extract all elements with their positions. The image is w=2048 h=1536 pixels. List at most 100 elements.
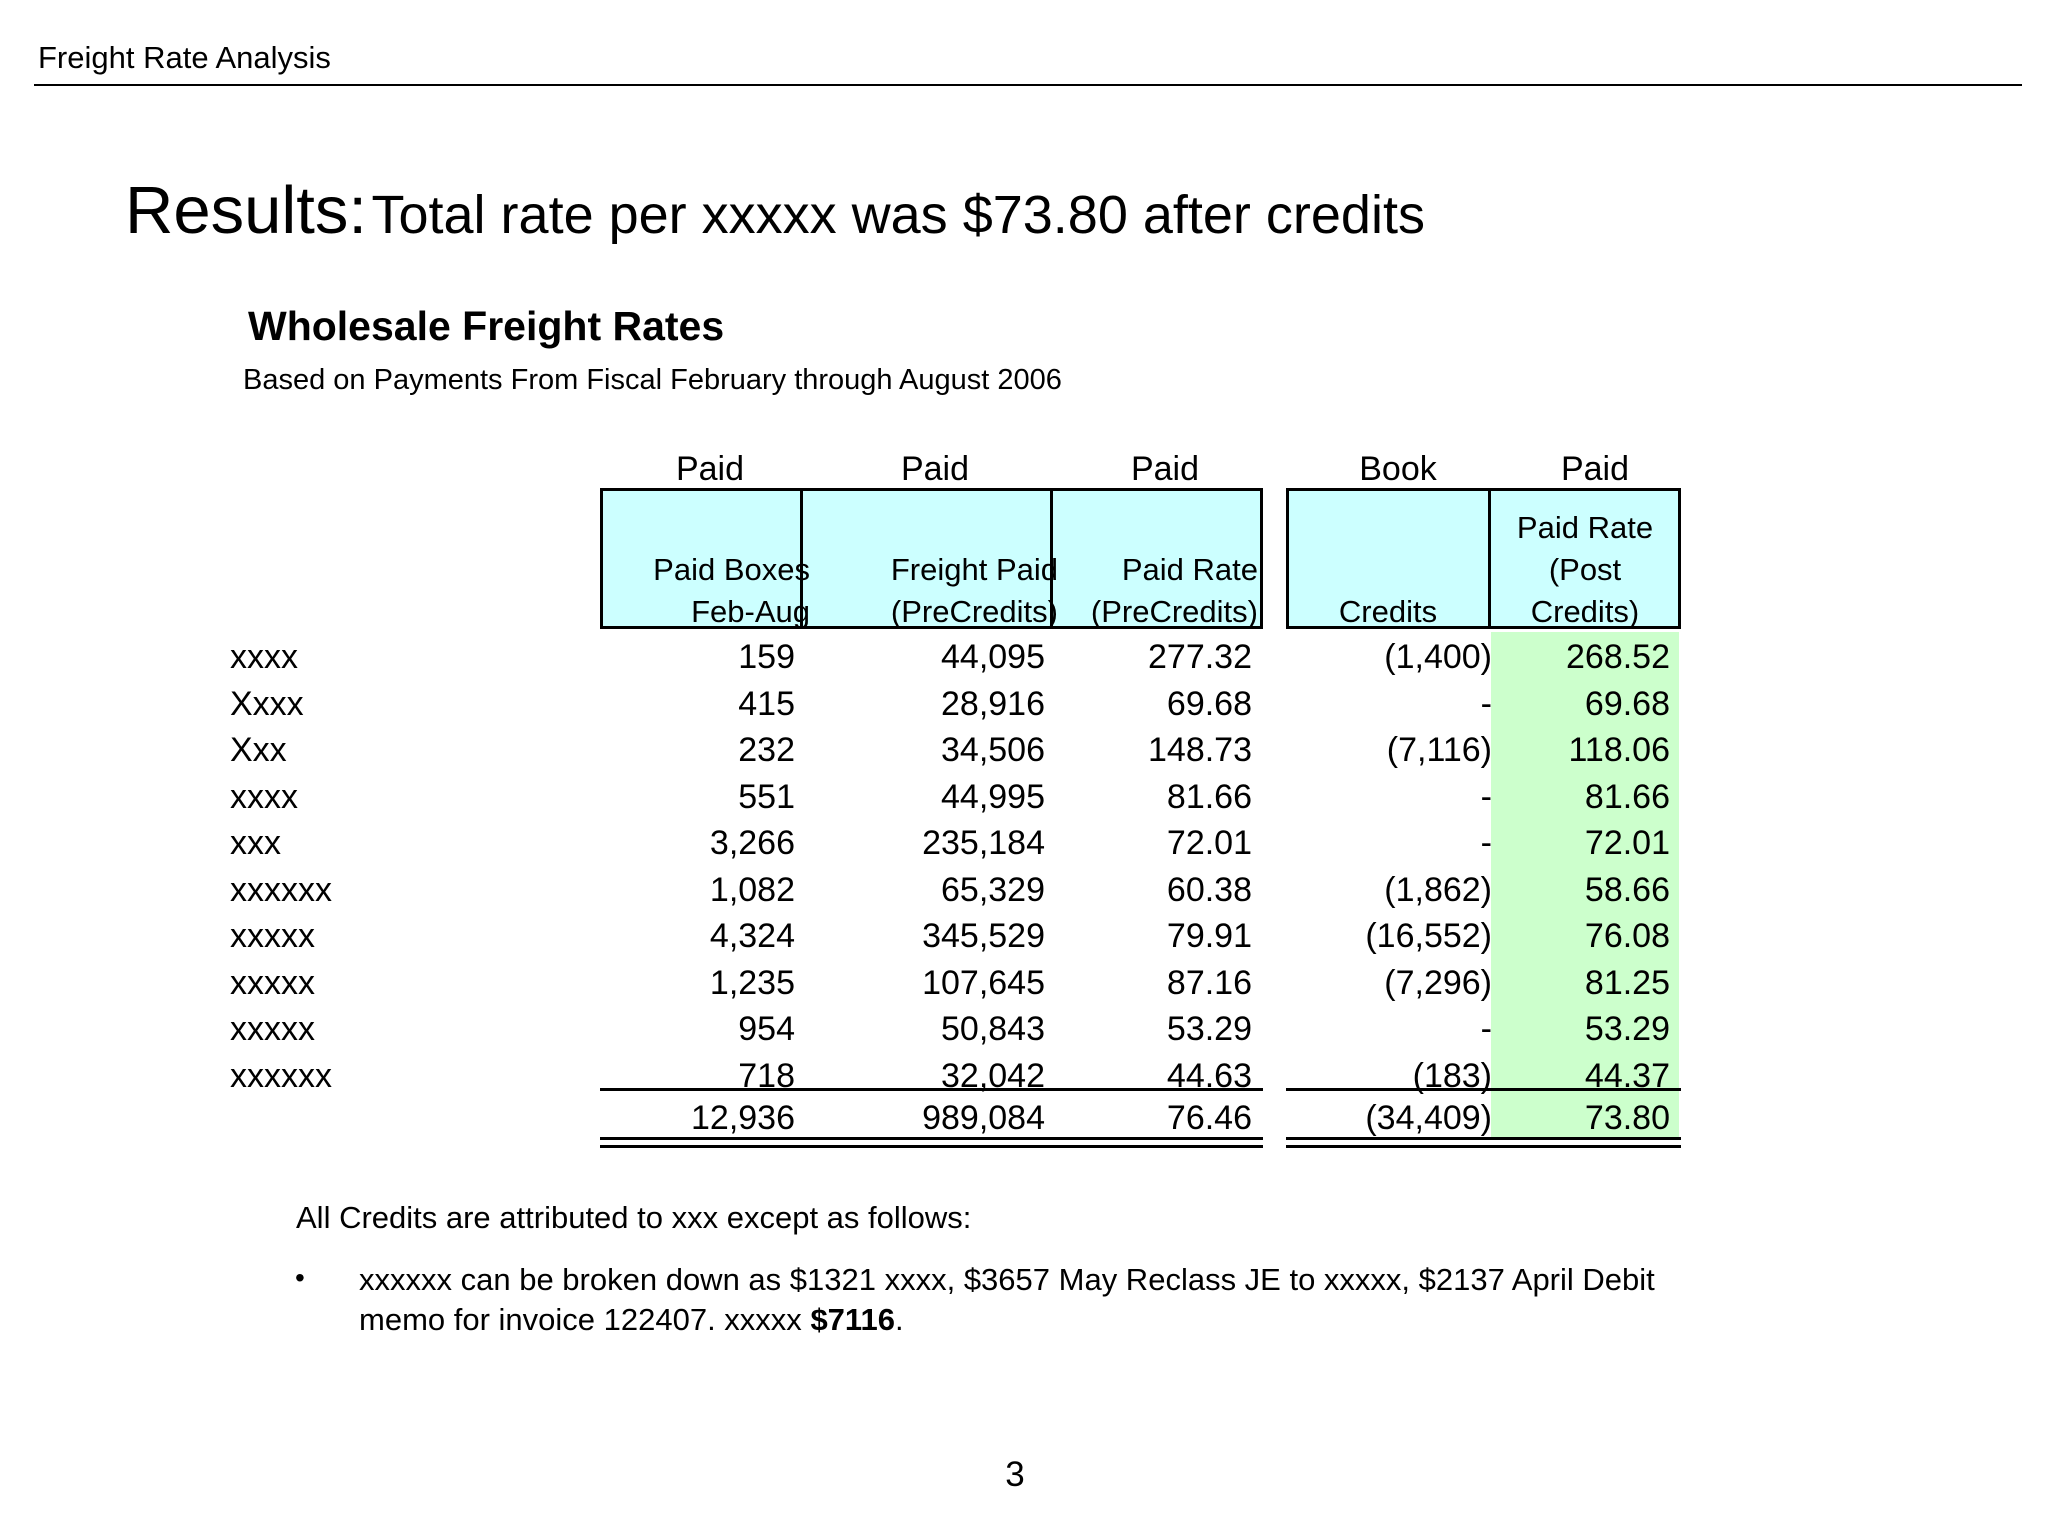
- cell-boxes: 3,266: [709, 824, 795, 862]
- cell-boxes: 415: [738, 684, 795, 723]
- headline-lead: Results:: [125, 173, 368, 248]
- row-label: xxxxxx: [230, 870, 332, 909]
- cell-boxes: 232: [738, 731, 795, 769]
- table-row: Xxx 232 34,506 148.73 (7,116) 118.06: [0, 729, 2048, 775]
- cell-boxes: 1,235: [709, 963, 795, 1002]
- row-label: xxxx: [230, 777, 298, 816]
- cell-post: 69.68: [1584, 684, 1670, 723]
- row-label: Xxx: [230, 731, 287, 769]
- row-label: xxxxx: [230, 1010, 315, 1048]
- row-label: xxxxxx: [230, 1056, 332, 1095]
- col-header-boxes-line2: Feb-Aug: [691, 594, 810, 629]
- cell-post: 58.66: [1584, 870, 1670, 909]
- cell-credits: (34,409): [1365, 1099, 1492, 1137]
- cell-post: 73.80: [1584, 1099, 1670, 1137]
- top-label-freight: Paid: [900, 450, 970, 488]
- cell-freight: 50,843: [941, 1010, 1045, 1048]
- cell-rate: 81.66: [1166, 777, 1252, 816]
- cell-credits: (183): [1412, 1056, 1492, 1095]
- cell-rate: 60.38: [1166, 870, 1252, 909]
- col-header-post-line1: Paid Rate: [1516, 510, 1654, 545]
- cell-freight: 107,645: [922, 963, 1045, 1002]
- cell-rate: 79.91: [1166, 917, 1252, 955]
- cell-credits: -: [1480, 1010, 1492, 1048]
- bullet-marker: •: [295, 1262, 305, 1293]
- cell-rate: 69.68: [1166, 684, 1252, 723]
- cell-freight: 44,095: [941, 638, 1045, 676]
- table-row: Xxxx 415 28,916 69.68 - 69.68: [0, 683, 2048, 729]
- col-header-freight-line2: (PreCredits): [890, 594, 1058, 629]
- col-header-freight-line1: Freight Paid: [890, 552, 1058, 587]
- subtotal-rule: [600, 1088, 1263, 1091]
- cell-rate: 277.32: [1148, 638, 1252, 676]
- cell-rate: 76.46: [1166, 1099, 1252, 1137]
- top-label-rate: Paid: [1130, 450, 1200, 488]
- table-row: xxxx 551 44,995 81.66 - 81.66: [0, 776, 2048, 822]
- cell-freight: 235,184: [922, 824, 1045, 862]
- cell-post: 81.25: [1584, 963, 1670, 1002]
- col-header-credits: Credits: [1338, 594, 1438, 629]
- row-label: xxxxx: [230, 963, 315, 1002]
- top-label-post: Paid: [1560, 450, 1630, 488]
- credits-note-line-1: xxxxxx can be broken down as $1321 xxxx,…: [359, 1262, 1655, 1297]
- table-total-row: 12,936 989,084 76.46 (34,409) 73.80: [0, 1097, 2048, 1143]
- row-label: xxxxx: [230, 917, 315, 955]
- credits-note-line-2: memo for invoice 122407. xxxxx $7116.: [359, 1302, 904, 1338]
- header-separator: [1488, 488, 1491, 629]
- cell-credits: (7,296): [1384, 963, 1492, 1002]
- results-headline: Results: Total rate per xxxxx was $73.80…: [125, 172, 1425, 249]
- col-header-rate-line1: Paid Rate: [1121, 552, 1258, 587]
- cell-freight: 345,529: [922, 917, 1045, 955]
- credits-note-end: .: [894, 1302, 904, 1337]
- cell-credits: -: [1480, 824, 1492, 862]
- table-row: xxxxxx 1,082 65,329 60.38 (1,862) 58.66: [0, 869, 2048, 915]
- subtotal-rule: [1286, 1088, 1681, 1091]
- cell-credits: (7,116): [1386, 731, 1492, 769]
- cell-freight: 44,995: [941, 777, 1045, 816]
- header-divider: [34, 84, 2022, 86]
- cell-boxes: 1,082: [709, 870, 795, 909]
- row-label: xxxx: [230, 638, 298, 676]
- table-row: xxx 3,266 235,184 72.01 - 72.01: [0, 822, 2048, 868]
- page-number: 3: [1005, 1455, 1025, 1494]
- total-double-rule: [600, 1137, 1263, 1148]
- cell-rate: 53.29: [1166, 1010, 1252, 1048]
- total-double-rule: [1286, 1137, 1681, 1148]
- cell-post: 268.52: [1566, 638, 1670, 676]
- cell-boxes: 551: [738, 777, 795, 816]
- table-row: xxxxx 1,235 107,645 87.16 (7,296) 81.25: [0, 962, 2048, 1008]
- cell-boxes: 954: [738, 1010, 795, 1048]
- post-credit-highlight: [1491, 632, 1679, 1140]
- headline-text: Total rate per xxxxx was $73.80 after cr…: [371, 185, 1425, 245]
- cell-post: 81.66: [1584, 777, 1670, 816]
- cell-post: 53.29: [1584, 1010, 1670, 1048]
- cell-freight: 989,084: [922, 1099, 1045, 1137]
- cell-credits: -: [1480, 777, 1492, 816]
- table-subtitle: Based on Payments From Fiscal February t…: [243, 364, 1062, 396]
- header-group-credits: [1286, 488, 1681, 629]
- cell-credits: (1,862): [1384, 870, 1492, 909]
- cell-post: 72.01: [1584, 824, 1670, 862]
- top-label-credits: Book: [1359, 450, 1437, 488]
- header-group-paid: [600, 488, 1263, 629]
- col-header-post-line3: Credits): [1530, 594, 1640, 629]
- cell-rate: 44.63: [1166, 1056, 1252, 1095]
- report-header-title: Freight Rate Analysis: [38, 40, 331, 75]
- cell-freight: 34,506: [941, 731, 1045, 769]
- table-row: xxxx 159 44,095 277.32 (1,400) 268.52: [0, 636, 2048, 682]
- row-label: xxx: [230, 824, 281, 862]
- table-row: xxxxxx 718 32,042 44.63 (183) 44.37: [0, 1055, 2048, 1101]
- table-title: Wholesale Freight Rates: [248, 303, 725, 349]
- cell-freight: 28,916: [941, 684, 1045, 723]
- cell-post: 118.06: [1568, 731, 1670, 769]
- cell-rate: 72.01: [1166, 824, 1252, 862]
- col-header-rate-line2: (PreCredits): [1090, 594, 1258, 629]
- cell-credits: (16,552): [1365, 917, 1492, 955]
- cell-credits: (1,400): [1384, 638, 1492, 676]
- cell-post: 76.08: [1584, 917, 1670, 955]
- cell-freight: 32,042: [941, 1056, 1045, 1095]
- credits-note-amount: $7116: [810, 1302, 895, 1337]
- cell-boxes: 718: [738, 1056, 795, 1095]
- cell-boxes: 12,936: [691, 1099, 795, 1137]
- credits-note-intro: All Credits are attributed to xxx except…: [296, 1200, 972, 1235]
